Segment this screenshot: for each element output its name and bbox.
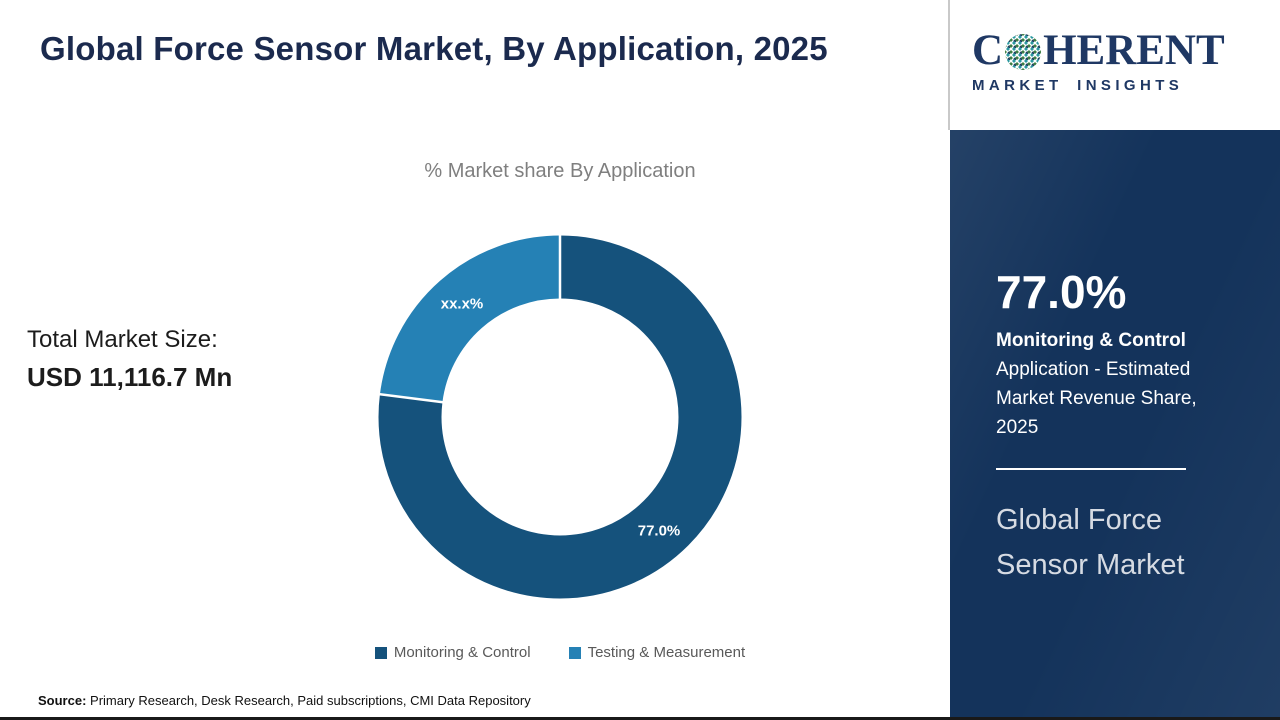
panel-stat-description: Application - Estimated Market Revenue S…: [996, 359, 1197, 438]
brand-logo: C HERENT MARKET INSIGHTS: [972, 28, 1264, 95]
globe-icon: [1005, 34, 1042, 70]
total-market-size-value: USD 11,116.7 Mn: [27, 362, 233, 392]
legend-item-testing-measurement: Testing & Measurement: [568, 644, 746, 661]
legend-item-monitoring-control: Monitoring & Control: [374, 644, 531, 661]
panel-divider-rule: [996, 468, 1186, 470]
donut-chart: xx.x% 77.0%: [378, 235, 742, 599]
chart-title: % Market share By Application: [424, 160, 696, 182]
panel-product-name: Global Force Sensor Market: [996, 504, 1185, 581]
bottom-border-bar: [0, 717, 1280, 720]
chart-legend: Monitoring & Control Testing & Measureme…: [280, 644, 840, 661]
side-panel-content: 77.0% Monitoring & Control Application -…: [950, 130, 1280, 588]
legend-label: Testing & Measurement: [587, 644, 746, 661]
highlight-side-panel: 77.0% Monitoring & Control Application -…: [950, 130, 1280, 720]
donut-divider-line: [378, 392, 447, 404]
brand-logo-text-suffix: HERENT: [1043, 27, 1225, 74]
brand-logo-wordmark: C HERENT: [972, 28, 1264, 74]
source-text: Primary Research, Desk Research, Paid su…: [90, 693, 531, 708]
legend-swatch: [374, 646, 387, 659]
donut-value-label-secondary: xx.x%: [440, 295, 484, 313]
source-label: Source:: [38, 693, 87, 708]
brand-logo-subtitle: MARKET INSIGHTS: [972, 77, 1184, 94]
panel-stat-value: 77.0%: [996, 266, 1127, 318]
legend-swatch: [568, 646, 581, 659]
brand-logo-text-prefix: C: [972, 27, 1004, 74]
total-market-size-block: Total Market Size: USD 11,116.7 Mn: [27, 326, 232, 393]
total-market-size-label: Total Market Size:: [27, 326, 218, 353]
header-divider: [948, 0, 950, 130]
page-title: Global Force Sensor Market, By Applicati…: [40, 30, 828, 67]
source-line: Source: Primary Research, Desk Research,…: [38, 693, 531, 708]
legend-label: Monitoring & Control: [393, 644, 531, 661]
donut-chart-svg: [378, 235, 742, 599]
donut-value-label-primary: 77.0%: [637, 522, 681, 540]
panel-stat-title: Monitoring & Control: [996, 330, 1186, 351]
